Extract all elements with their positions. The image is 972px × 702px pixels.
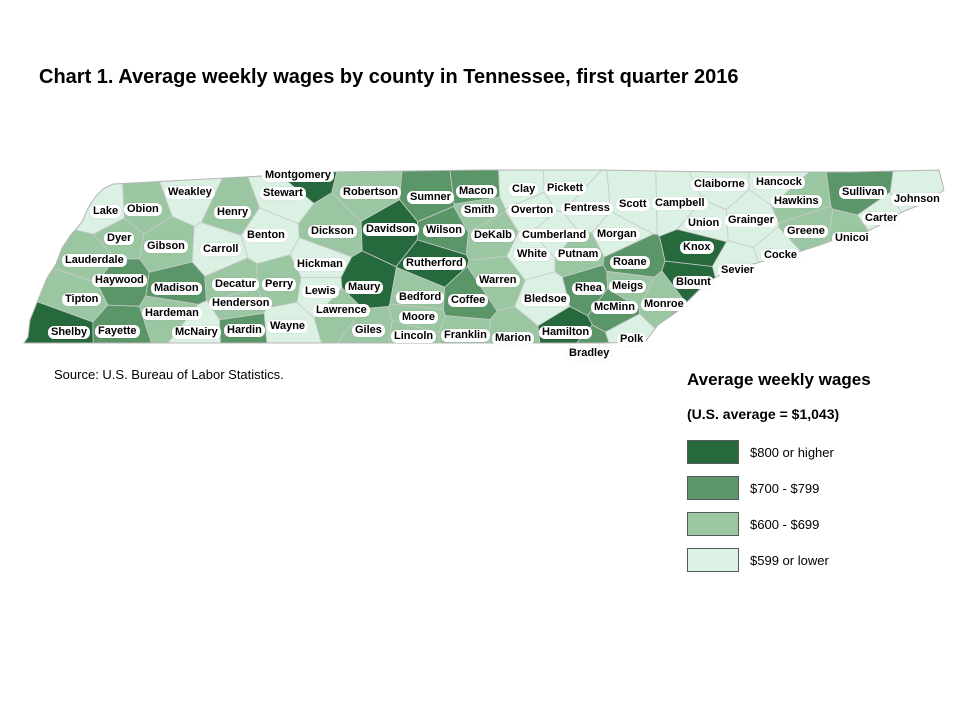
county-label-hancock: Hancock (753, 176, 805, 189)
county-label-carroll: Carroll (200, 243, 242, 256)
chart-title: Chart 1. Average weekly wages by county … (39, 66, 739, 88)
legend-label: $800 or higher (750, 444, 834, 460)
county-label-montgomery: Montgomery (262, 169, 334, 182)
county-region-lake (24, 170, 125, 235)
county-label-tipton: Tipton (62, 293, 102, 306)
county-label-white: White (514, 248, 550, 261)
county-label-warren: Warren (476, 274, 520, 287)
county-label-hardeman: Hardeman (142, 307, 202, 320)
legend-swatch (687, 548, 739, 572)
source-note: Source: U.S. Bureau of Labor Statistics. (54, 367, 284, 382)
legend-swatch (687, 476, 739, 500)
county-label-monroe: Monroe (641, 298, 687, 311)
county-label-henderson: Henderson (209, 297, 273, 310)
legend-item-599-or-lower: $599 or lower (687, 542, 871, 578)
county-label-lewis: Lewis (302, 285, 339, 298)
county-label-dickson: Dickson (308, 225, 357, 238)
legend-items: $800 or higher $700 - $799 $600 - $699 $… (687, 434, 871, 578)
county-label-hawkins: Hawkins (771, 195, 822, 208)
county-label-obion: Obion (124, 203, 162, 216)
legend-label: $600 - $699 (750, 516, 820, 532)
county-label-dyer: Dyer (104, 232, 135, 245)
county-label-davidson: Davidson (363, 223, 419, 236)
county-label-weakley: Weakley (165, 186, 215, 199)
county-label-meigs: Meigs (609, 280, 647, 293)
county-label-haywood: Haywood (92, 274, 147, 287)
county-label-campbell: Campbell (652, 197, 708, 210)
county-label-franklin: Franklin (441, 329, 490, 342)
county-label-cumberland: Cumberland (519, 229, 590, 242)
county-label-bedford: Bedford (396, 291, 445, 304)
county-label-greene: Greene (784, 225, 828, 238)
county-label-rutherford: Rutherford (403, 257, 466, 270)
legend-item-700-799: $700 - $799 (687, 470, 871, 506)
county-label-cocke: Cocke (761, 249, 801, 262)
legend-label: $599 or lower (750, 552, 829, 568)
county-label-clay: Clay (509, 183, 539, 196)
county-label-rhea: Rhea (572, 282, 605, 295)
county-label-giles: Giles (352, 324, 385, 337)
county-label-polk: Polk (617, 333, 647, 346)
county-label-morgan: Morgan (594, 228, 640, 241)
county-label-smith: Smith (461, 204, 498, 217)
county-label-fayette: Fayette (95, 325, 140, 338)
county-label-macon: Macon (456, 185, 497, 198)
county-label-madison: Madison (151, 282, 202, 295)
county-label-coffee: Coffee (448, 294, 489, 307)
county-label-fentress: Fentress (561, 202, 613, 215)
county-label-lake: Lake (90, 205, 122, 218)
county-label-union: Union (685, 217, 723, 230)
county-label-johnson: Johnson (891, 193, 943, 206)
county-label-moore: Moore (399, 311, 438, 324)
county-label-grainger: Grainger (725, 214, 777, 227)
county-label-gibson: Gibson (144, 240, 188, 253)
county-label-unicoi: Unicoi (832, 232, 872, 245)
county-label-roane: Roane (610, 256, 650, 269)
county-label-hickman: Hickman (294, 258, 346, 271)
county-label-perry: Perry (262, 278, 297, 291)
county-region-johnson (889, 170, 944, 325)
county-label-sumner: Sumner (407, 191, 454, 204)
county-label-lauderdale: Lauderdale (62, 254, 127, 267)
county-label-mcnairy: McNairy (172, 326, 221, 339)
county-label-robertson: Robertson (340, 186, 401, 199)
legend-title: Average weekly wages (687, 370, 871, 389)
legend-swatch (687, 512, 739, 536)
county-label-overton: Overton (508, 204, 557, 217)
county-label-decatur: Decatur (212, 278, 259, 291)
legend-item-800-or-higher: $800 or higher (687, 434, 871, 470)
county-label-sullivan: Sullivan (839, 186, 888, 199)
county-label-dekalb: DeKalb (471, 229, 515, 242)
county-label-pickett: Pickett (544, 182, 587, 195)
legend-item-600-699: $600 - $699 (687, 506, 871, 542)
county-label-bledsoe: Bledsoe (521, 293, 570, 306)
county-label-maury: Maury (345, 281, 384, 294)
county-label-lincoln: Lincoln (391, 330, 437, 343)
county-label-shelby: Shelby (48, 326, 91, 339)
county-label-knox: Knox (680, 241, 714, 254)
county-label-carter: Carter (862, 212, 901, 225)
county-label-stewart: Stewart (260, 187, 306, 200)
legend: Average weekly wages (U.S. average = $1,… (687, 370, 871, 578)
county-label-blount: Blount (673, 276, 714, 289)
county-label-henry: Henry (214, 206, 252, 219)
county-label-hamilton: Hamilton (539, 326, 593, 339)
legend-subtitle: (U.S. average = $1,043) (687, 406, 840, 422)
legend-label: $700 - $799 (750, 480, 820, 496)
county-label-wayne: Wayne (267, 320, 309, 333)
county-label-bradley: Bradley (566, 347, 613, 360)
county-label-marion: Marion (492, 332, 535, 345)
county-label-hardin: Hardin (224, 324, 265, 337)
county-label-scott: Scott (616, 198, 650, 211)
county-label-mcminn: McMinn (591, 301, 638, 314)
county-label-wilson: Wilson (423, 224, 465, 237)
county-label-lawrence: Lawrence (313, 304, 370, 317)
county-label-claiborne: Claiborne (691, 178, 748, 191)
county-label-putnam: Putnam (555, 248, 602, 261)
county-label-sevier: Sevier (718, 264, 758, 277)
legend-swatch (687, 440, 739, 464)
county-label-benton: Benton (244, 229, 288, 242)
